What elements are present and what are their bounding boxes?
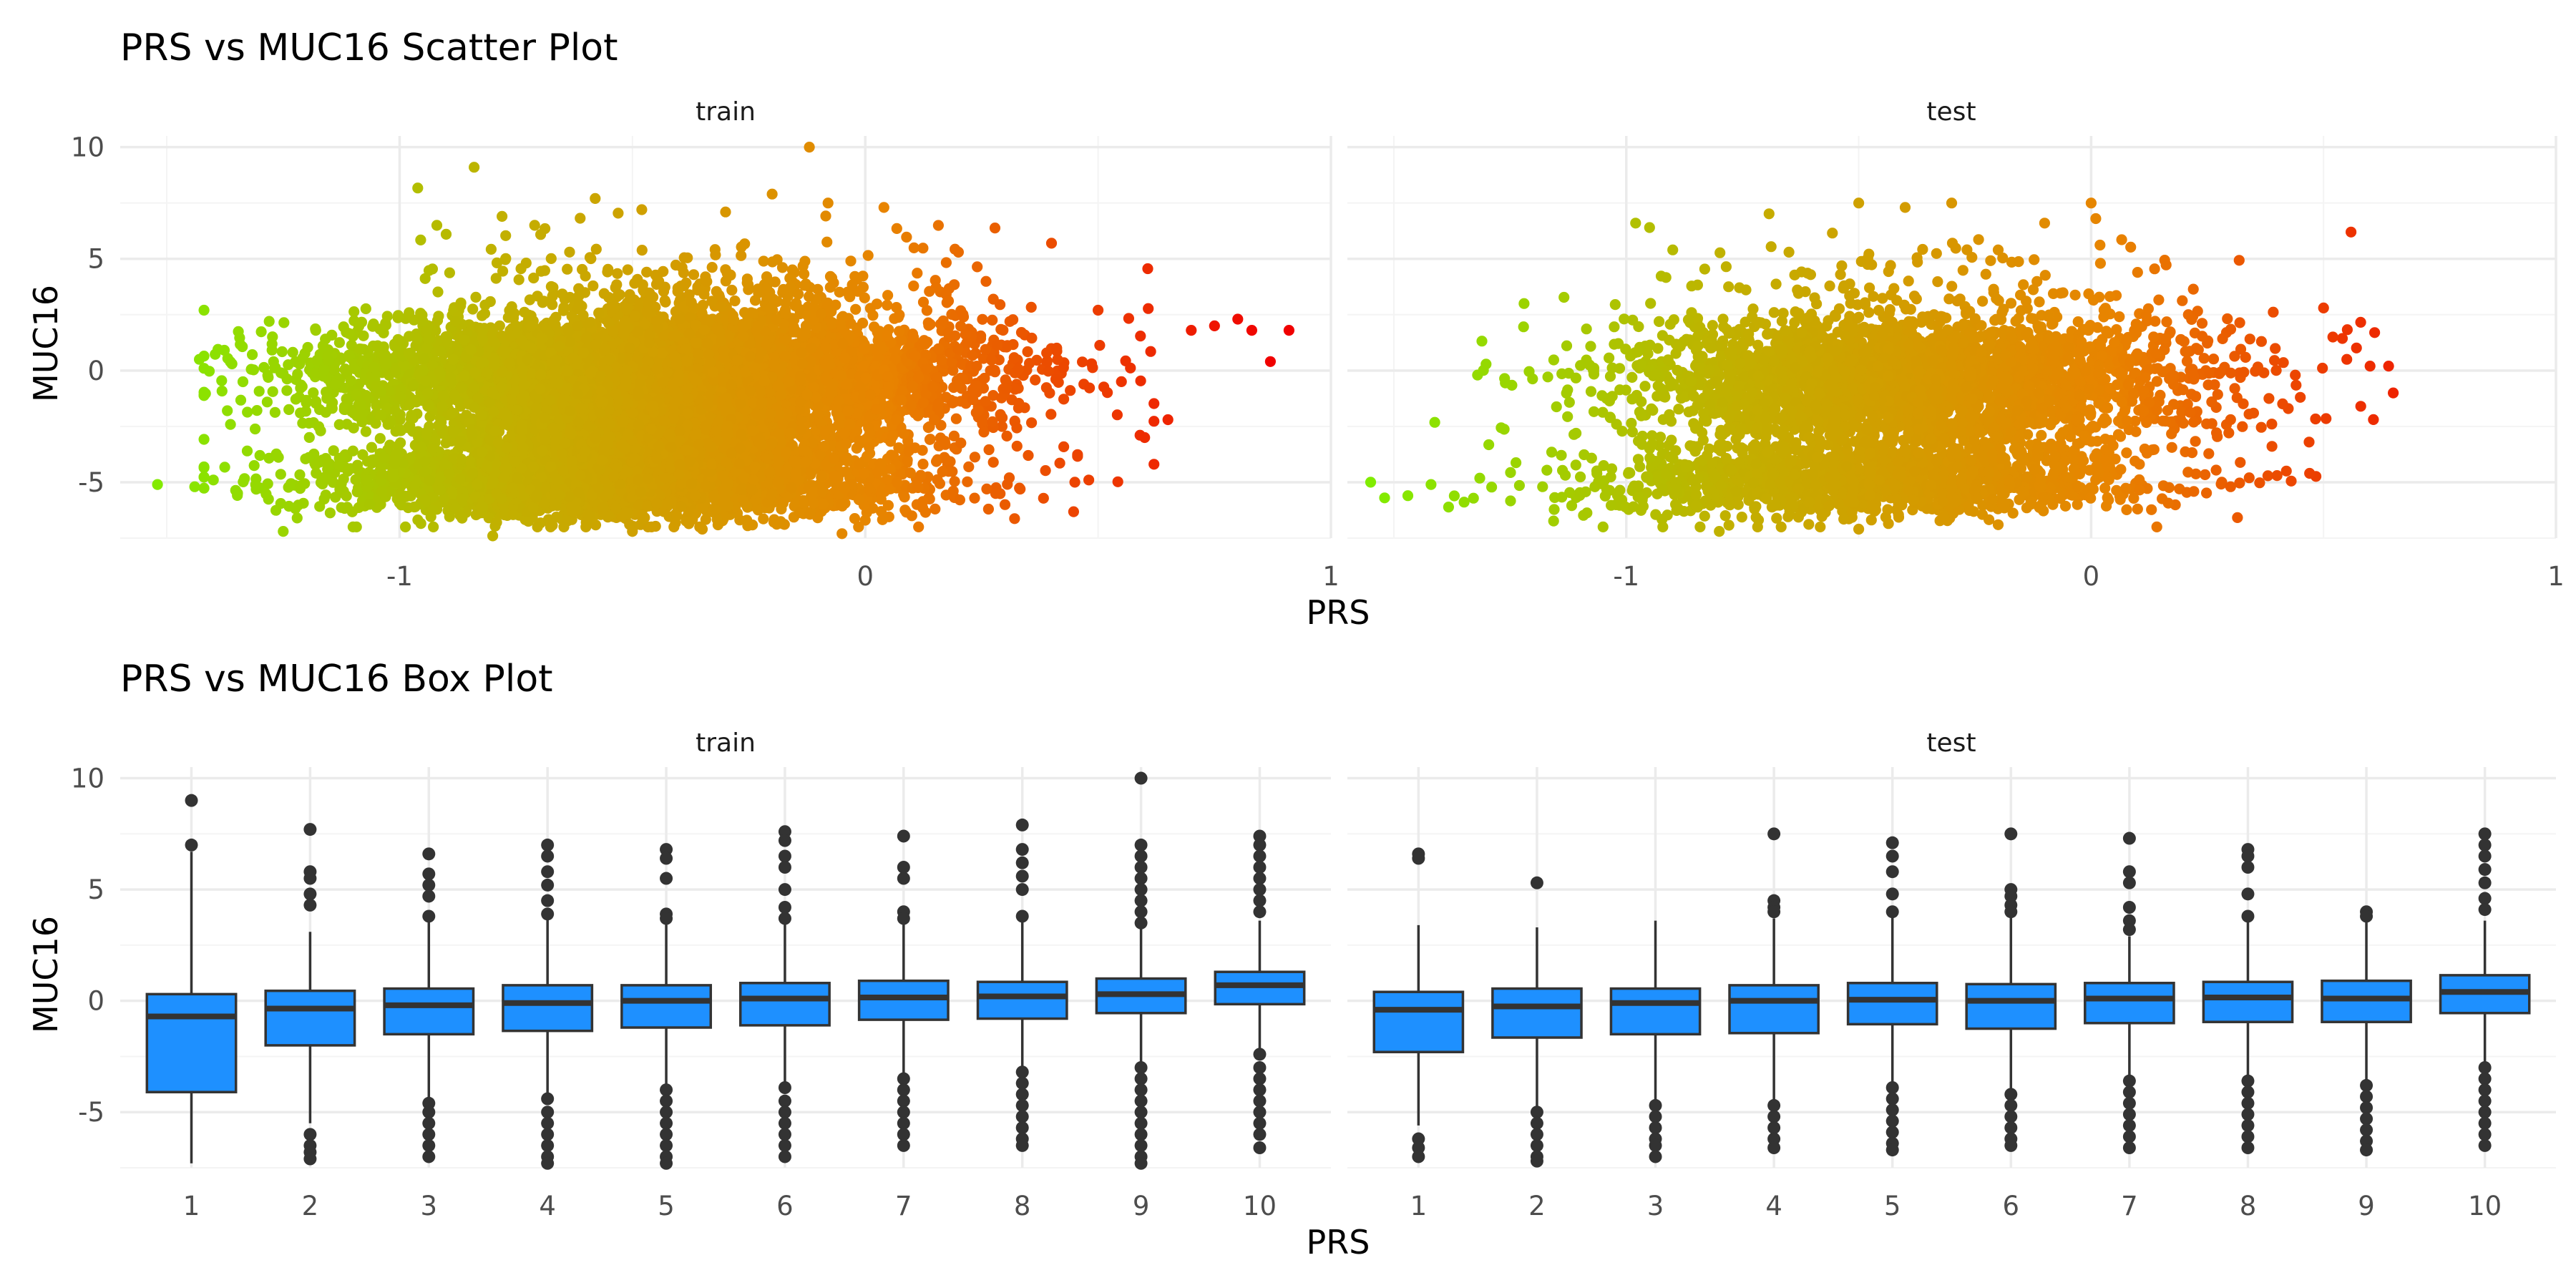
scatter-point: [987, 390, 999, 401]
scatter-point: [261, 396, 273, 408]
scatter-point: [281, 385, 293, 396]
scatter-point: [290, 394, 301, 405]
scatter-point: [296, 381, 308, 392]
scatter-point: [1145, 346, 1156, 357]
scatter-point: [933, 343, 945, 354]
scatter-point: [1098, 381, 1110, 393]
scatter-point: [255, 326, 267, 338]
scatter-point: [1125, 362, 1136, 374]
scatter-point: [1052, 353, 1063, 366]
scatter-point: [955, 321, 967, 332]
scatter-point: [283, 404, 295, 416]
scatter-point: [459, 370, 470, 381]
scatter-point: [247, 349, 258, 361]
scatter-point: [253, 386, 265, 397]
scatter-point: [248, 364, 259, 376]
scatter-point: [287, 346, 298, 358]
scatter-point: [1022, 346, 1033, 358]
scatter-point: [1058, 362, 1069, 374]
scatter-point: [302, 341, 313, 353]
scatter-point: [1053, 376, 1064, 389]
scatter-point: [198, 304, 210, 316]
scatter-point: [318, 364, 330, 376]
scatter-point: [237, 376, 249, 388]
scatter-point: [882, 299, 893, 311]
scatter-point: [1094, 340, 1106, 351]
scatter-point: [358, 330, 369, 341]
scatter-point: [267, 386, 278, 397]
scatter-point: [1043, 366, 1054, 377]
scatter-point: [210, 348, 221, 360]
scatter-strip-train: train: [696, 97, 756, 127]
scatter-strip-test: test: [1926, 97, 1976, 127]
scatter-point: [266, 338, 278, 350]
scatter-point: [1135, 375, 1146, 386]
scatter-point: [354, 343, 366, 355]
scatter-point: [1058, 394, 1070, 405]
scatter-point: [346, 339, 357, 351]
scatter-point: [1084, 382, 1096, 394]
scatter-point: [975, 333, 987, 344]
scatter-point: [317, 340, 328, 351]
scatter-point: [1087, 362, 1098, 374]
scatter-point: [262, 369, 273, 381]
scatter-point: [1030, 374, 1041, 386]
scatter-point: [1148, 398, 1160, 409]
scatter-point: [435, 346, 447, 357]
scatter-point: [1065, 385, 1076, 396]
scatter-point: [269, 406, 280, 418]
scatter-point: [292, 369, 303, 380]
scatter-point: [947, 397, 958, 409]
scatter-point: [431, 315, 444, 326]
scatter-point: [295, 407, 306, 419]
scatter-point: [198, 434, 210, 445]
scatter-point: [372, 340, 384, 351]
scatter-point: [987, 314, 998, 326]
scatter-point: [234, 332, 245, 343]
scatter-point: [936, 354, 947, 366]
scatter-point: [989, 366, 1001, 378]
scatter-point: [345, 375, 356, 386]
scatter-point: [931, 371, 942, 383]
scatter-point: [278, 317, 290, 328]
scatter-point: [1026, 332, 1038, 344]
scatter-point: [1044, 387, 1055, 399]
scatter-point: [276, 346, 288, 358]
scatter-point: [216, 385, 228, 397]
scatter-point: [368, 361, 379, 374]
scatter-point: [979, 372, 990, 384]
scatter-chart: PRS vs MUC16 Scatter Plot train test -1 0…: [26, 26, 2565, 632]
scatter-point: [360, 303, 371, 315]
scatter-point: [250, 423, 261, 435]
scatter-point: [283, 359, 294, 371]
scatter-point: [237, 341, 248, 353]
scatter-point: [1015, 327, 1028, 338]
scatter-point: [200, 388, 211, 399]
scatter-point: [1135, 331, 1146, 342]
scatter-point: [333, 337, 345, 348]
scatter-point: [967, 350, 978, 361]
scatter-points: [152, 142, 1294, 542]
scatter-panel-train: [120, 136, 1332, 542]
scatter-title: PRS vs MUC16 Scatter Plot: [120, 26, 618, 69]
scatter-point: [235, 394, 247, 406]
scatter-point: [216, 375, 228, 386]
scatter-point: [374, 323, 386, 335]
scatter-point: [311, 354, 323, 366]
